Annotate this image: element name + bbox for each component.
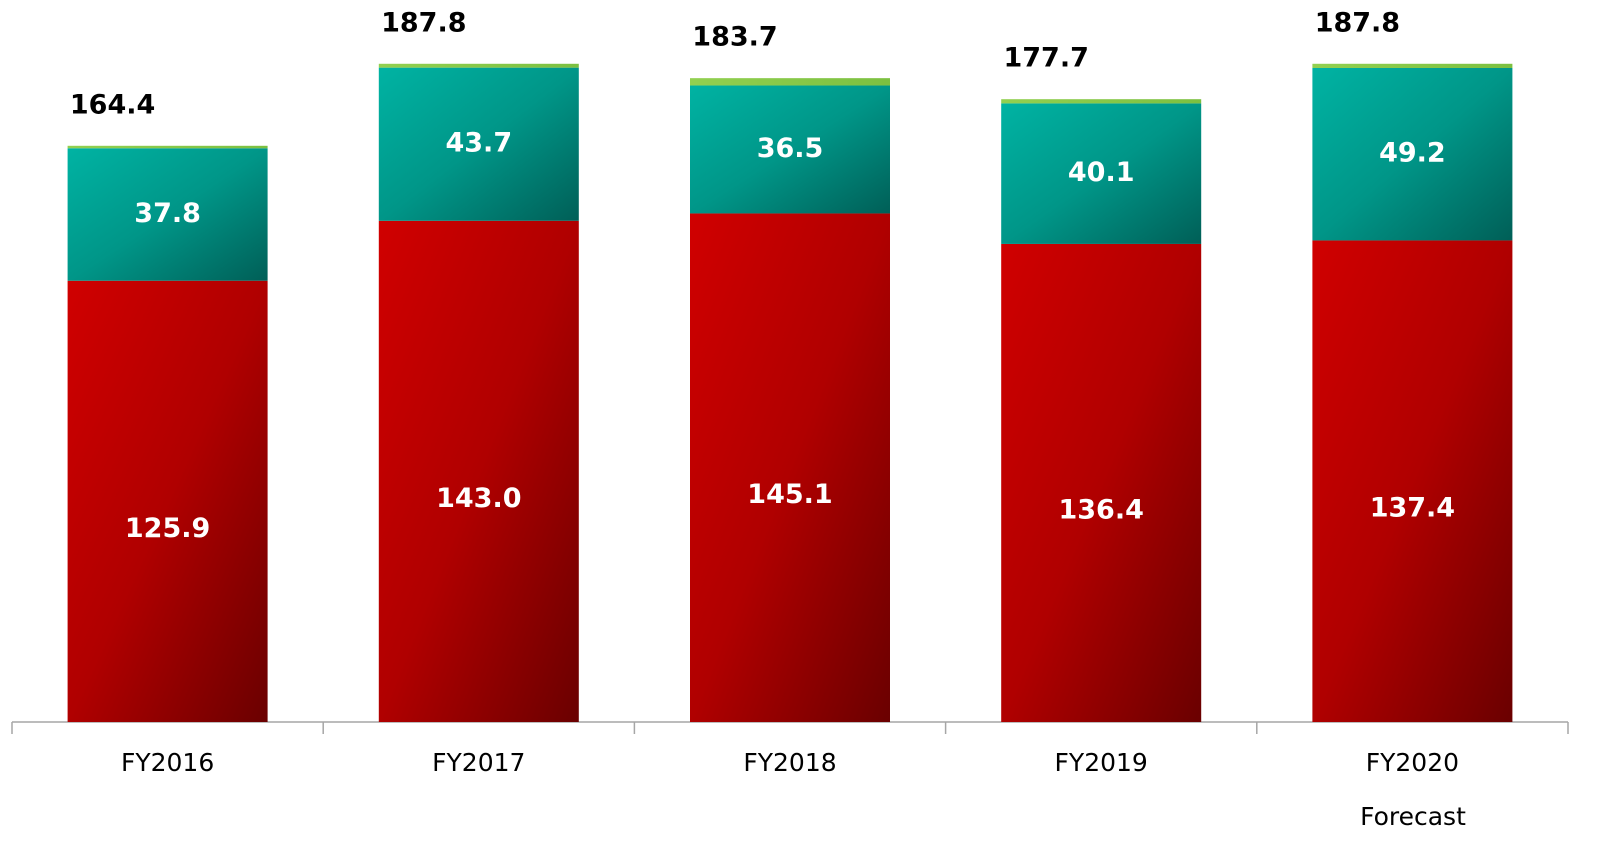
value-label: 49.2 [1379, 138, 1446, 169]
bar-segment [1001, 243, 1202, 722]
bar-segment [1001, 99, 1202, 104]
total-label: 164.4 [70, 89, 155, 120]
value-label: 36.5 [757, 133, 824, 164]
bar-segment [378, 63, 579, 68]
bar-segment [67, 148, 268, 281]
bar-segment [690, 78, 890, 86]
x-tick-label: FY2019 [1055, 748, 1148, 777]
x-tick-label: FY2020 [1366, 748, 1459, 777]
x-tick-label: FY2018 [743, 748, 836, 777]
x-tick-label: FY2017 [432, 748, 525, 777]
value-label: 145.1 [747, 479, 832, 510]
bar-segment [67, 280, 268, 722]
bar-segment [67, 145, 268, 149]
forecast-note: Forecast [1360, 802, 1466, 831]
total-label: 183.7 [692, 22, 777, 53]
value-label: 137.4 [1370, 493, 1455, 524]
bar-segment [1312, 63, 1513, 68]
bar-segment [378, 67, 579, 221]
bar-segment [690, 85, 890, 214]
value-label: 40.1 [1068, 157, 1135, 188]
bar-segment [690, 213, 890, 723]
total-label: 187.8 [381, 7, 466, 38]
total-label: 177.7 [1003, 43, 1088, 74]
x-tick-label: FY2016 [121, 748, 214, 777]
value-label: 43.7 [445, 128, 512, 159]
value-label: 125.9 [125, 513, 210, 544]
bar-segment [1312, 240, 1513, 722]
value-label: 143.0 [436, 483, 521, 514]
bar-segment [378, 220, 579, 722]
plot: 125.9 37.8 164.4 FY2016 143.0 43.7 187.8 FY2017… [11, 7, 1569, 777]
total-label: 187.8 [1315, 7, 1400, 38]
value-label: 37.8 [134, 198, 201, 229]
bar-segment [1001, 103, 1202, 244]
bar-segment [1312, 67, 1513, 241]
value-label: 136.4 [1058, 494, 1143, 525]
